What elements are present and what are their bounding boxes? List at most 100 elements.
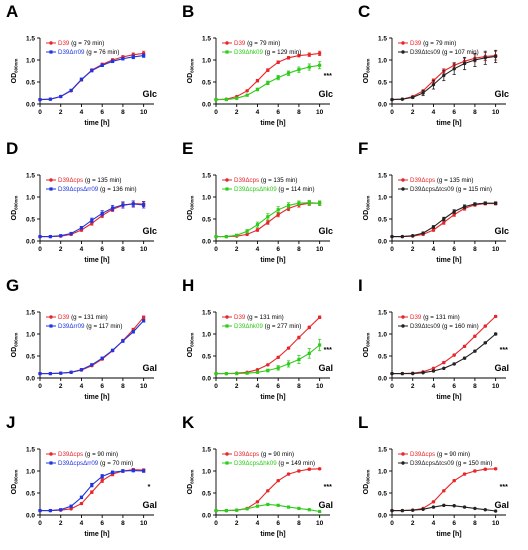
data-point [473, 334, 477, 338]
data-point [452, 478, 456, 483]
y-tick-label: 0.5 [26, 354, 35, 361]
data-point [307, 65, 311, 69]
data-point [48, 97, 52, 101]
data-point [245, 93, 249, 97]
data-point [452, 504, 456, 508]
legend-entry: D39ΔcpsΔtcs09 (g = 115 min) [410, 186, 492, 193]
x-tick-label: 0 [38, 383, 42, 390]
y-tick-label: 0.5 [378, 354, 387, 361]
series-blue [38, 200, 146, 239]
y-axis-label: OD600nm [11, 470, 19, 495]
x-tick-label: 6 [452, 520, 456, 527]
x-tick-label: 6 [452, 383, 456, 390]
legend-marker [225, 41, 229, 45]
data-point [462, 61, 467, 66]
data-point [462, 505, 467, 509]
data-point [79, 226, 84, 230]
y-tick-label: 0.0 [202, 239, 211, 246]
y-tick-label: 1.5 [378, 447, 387, 454]
data-point [421, 371, 425, 375]
legend-marker [49, 187, 53, 191]
data-point [318, 63, 322, 67]
data-point [473, 506, 477, 511]
data-point [390, 234, 394, 239]
series-black [390, 201, 498, 239]
panel-b: B 0.0 0.5 1.0 1.5 0 2 4 6 8 10 time [h] OD600nm D39 (… [176, 0, 352, 137]
data-point [69, 507, 73, 511]
x-axis-label: time [h] [436, 394, 461, 401]
data-point [110, 59, 115, 63]
panel-letter: F [358, 139, 369, 158]
y-tick-label: 1.5 [26, 173, 35, 180]
x-axis-label: time [h] [84, 531, 109, 538]
y-tick-label: 1.0 [202, 469, 211, 476]
legend-entry: D39 (g = 79 min) [410, 40, 456, 47]
data-point [483, 324, 487, 328]
chart-k: 0.0 0.5 1.0 1.5 0 2 4 6 8 10 time [h] OD600nm D39Δcp… [187, 447, 333, 539]
data-point [442, 73, 446, 78]
x-tick-label: 0 [390, 520, 394, 527]
legend-entry: D39ΔcpsΔrr09 (g = 136 min) [58, 186, 137, 193]
data-point [390, 508, 394, 513]
data-point [90, 490, 94, 494]
y-tick-label: 0.0 [26, 239, 35, 246]
significance-mark: *** [324, 484, 332, 491]
x-axis-label: time [h] [260, 120, 285, 127]
legend-marker [49, 50, 53, 54]
x-tick-label: 0 [38, 520, 42, 527]
significance-mark: * [148, 484, 151, 491]
data-point [317, 51, 322, 56]
data-point [100, 474, 104, 478]
legend-marker [49, 452, 53, 456]
data-point [276, 478, 280, 483]
panel-letter: D [6, 139, 19, 158]
x-tick-label: 8 [297, 109, 301, 116]
y-axis-label: OD600nm [363, 470, 371, 495]
data-point [462, 472, 467, 476]
chart-i: 0.0 0.5 1.0 1.5 0 2 4 6 8 10 time [h] OD600nm D39 (g… [363, 310, 509, 402]
y-tick-label: 0.5 [378, 491, 387, 498]
data-point [121, 203, 125, 207]
x-tick-label: 0 [38, 246, 42, 253]
series-red [38, 467, 146, 513]
y-tick-label: 1.0 [202, 332, 211, 339]
data-point [235, 233, 239, 237]
medium-label: Gal [142, 363, 157, 373]
x-tick-label: 2 [235, 246, 239, 253]
data-point [121, 57, 125, 61]
x-axis-label: time [h] [436, 531, 461, 538]
y-tick-label: 0.0 [378, 239, 387, 246]
legend-entry: D39Δrr09 (g = 76 min) [58, 49, 119, 56]
x-tick-label: 10 [140, 520, 148, 527]
data-point [431, 82, 436, 87]
data-point [276, 503, 280, 507]
y-axis-label: OD600nm [11, 196, 19, 221]
data-point [59, 508, 63, 512]
data-point [297, 335, 301, 340]
chart-h: 0.0 0.5 1.0 1.5 0 2 4 6 8 10 time [h] OD600nm D39 (g… [187, 310, 333, 402]
x-tick-label: 8 [297, 246, 301, 253]
chart-l: 0.0 0.5 1.0 1.5 0 2 4 6 8 10 time [h] OD600nm D39Δcp… [363, 447, 509, 539]
x-tick-label: 6 [452, 246, 456, 253]
data-point [411, 234, 415, 238]
legend-entry: D39Δcps (g = 135 min) [234, 177, 297, 184]
x-tick-label: 10 [492, 520, 500, 527]
x-tick-label: 6 [276, 246, 280, 253]
series-blue [38, 53, 146, 102]
data-point [38, 509, 42, 513]
y-axis-label: OD600nm [187, 333, 195, 358]
x-tick-label: 8 [473, 383, 477, 390]
data-point [69, 231, 73, 236]
data-point [255, 223, 260, 227]
x-tick-label: 6 [100, 109, 104, 116]
x-axis-label: time [h] [84, 257, 109, 264]
x-axis-label: time [h] [436, 120, 461, 127]
x-tick-label: 0 [214, 520, 218, 527]
x-axis-label: time [h] [84, 394, 109, 401]
legend-marker [49, 315, 53, 319]
medium-label: Gal [142, 500, 157, 510]
y-tick-label: 0.0 [378, 376, 387, 383]
data-point [483, 508, 487, 512]
data-point [214, 372, 218, 376]
chart-c: 0.0 0.5 1.0 1.5 0 2 4 6 8 10 time [h] OD600nm D39 (g… [363, 36, 509, 128]
